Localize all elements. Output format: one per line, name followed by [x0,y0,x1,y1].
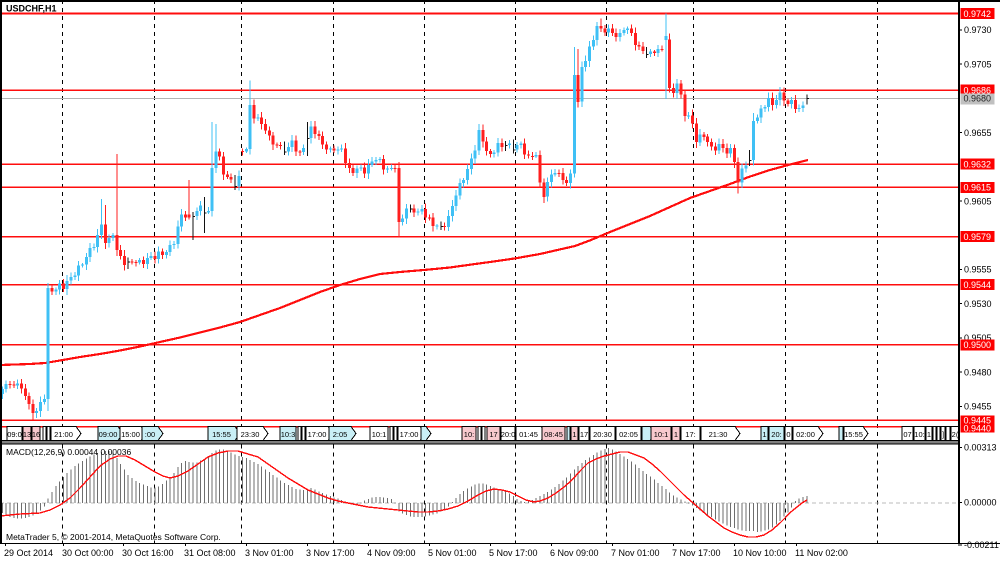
svg-text:10:: 10: [914,430,924,439]
svg-text:13: 13 [23,430,31,439]
svg-text:-0.00211: -0.00211 [964,540,999,550]
svg-text:17: 17 [580,430,588,439]
svg-text:0.9579: 0.9579 [964,232,992,242]
svg-text:17: 17 [489,430,497,439]
svg-text:0.9632: 0.9632 [964,159,992,169]
svg-text:20:: 20: [771,430,781,439]
svg-text:5 Nov 01:00: 5 Nov 01:00 [428,548,477,558]
svg-text:10:: 10: [464,430,474,439]
svg-text:0.00313: 0.00313 [964,443,997,453]
svg-text:0.9686: 0.9686 [964,86,992,96]
svg-text:02:00: 02:00 [796,430,815,439]
svg-text:31 Oct 08:00: 31 Oct 08:00 [184,548,236,558]
svg-text:17:00: 17:00 [308,430,327,439]
svg-text:3 Nov 17:00: 3 Nov 17:00 [306,548,355,558]
svg-text:1: 1 [674,430,678,439]
svg-text:0.9705: 0.9705 [964,59,992,69]
svg-text:29 Oct 2014: 29 Oct 2014 [4,548,53,558]
svg-text:4 Nov 09:00: 4 Nov 09:00 [367,548,416,558]
svg-text:0.9605: 0.9605 [964,196,992,206]
svg-text:MetaTrader 5, © 2001-2014, Met: MetaTrader 5, © 2001-2014, MetaQuotes So… [6,532,221,542]
svg-text:0: 0 [786,430,790,439]
svg-text:30 Oct 16:00: 30 Oct 16:00 [122,548,174,558]
svg-text:17:00: 17:00 [400,430,419,439]
svg-text:11 Nov 02:00: 11 Nov 02:00 [795,548,848,558]
svg-text:0.9555: 0.9555 [964,265,992,275]
svg-text:0.9680: 0.9680 [964,94,992,104]
svg-text:0.9615: 0.9615 [964,183,992,193]
svg-text:21:00: 21:00 [54,430,73,439]
svg-text:5 Nov 17:00: 5 Nov 17:00 [489,548,538,558]
svg-text:0.9505: 0.9505 [964,333,992,343]
svg-text:09:00: 09:00 [99,430,118,439]
svg-text:0.9480: 0.9480 [964,367,992,377]
svg-text:7 Nov 17:00: 7 Nov 17:00 [672,548,721,558]
svg-text:3 Nov 01:00: 3 Nov 01:00 [245,548,294,558]
svg-text:0.9530: 0.9530 [964,299,992,309]
svg-text:30 Oct 00:00: 30 Oct 00:00 [62,548,114,558]
svg-text::00: :00 [145,430,155,439]
svg-text:1: 1 [572,430,576,439]
svg-text:21:30: 21:30 [709,430,728,439]
svg-text:02:05: 02:05 [619,430,638,439]
svg-text:0.00000: 0.00000 [964,498,997,508]
svg-text:23:30: 23:30 [241,430,260,439]
svg-text:0.9445: 0.9445 [964,416,992,426]
svg-text:0.9742: 0.9742 [964,9,992,19]
svg-text:17:: 17: [685,430,695,439]
svg-text:MACD(12,26,9) 0.00044 0.00036: MACD(12,26,9) 0.00044 0.00036 [6,447,131,457]
svg-text:0.9440: 0.9440 [964,424,992,434]
svg-text:]: ] [942,430,944,439]
svg-text:1: 1 [927,430,931,439]
svg-text:15:55: 15:55 [212,430,231,439]
svg-text:0.9544: 0.9544 [964,280,992,290]
svg-text:10:3: 10:3 [281,430,296,439]
svg-text:10 Nov 10:00: 10 Nov 10:00 [733,548,787,558]
svg-text:2(: 2( [952,430,959,439]
svg-text:09:0: 09:0 [7,430,22,439]
svg-text:0.9500: 0.9500 [964,340,992,350]
svg-text:7 Nov 01:00: 7 Nov 01:00 [611,548,660,558]
svg-text:01:45: 01:45 [519,430,538,439]
svg-text:0.9655: 0.9655 [964,128,992,138]
svg-text:USDCHF,H1: USDCHF,H1 [6,4,57,14]
svg-text:10:1: 10:1 [372,430,387,439]
svg-text:20:0: 20:0 [501,430,516,439]
svg-text:1: 1 [762,430,766,439]
svg-text:2:05: 2:05 [333,430,348,439]
svg-text:0.9455: 0.9455 [964,402,992,412]
svg-text:07: 07 [903,430,911,439]
svg-text:10:1: 10:1 [654,430,669,439]
svg-text:16: 16 [32,430,40,439]
svg-text:08:45: 08:45 [544,430,563,439]
svg-text:6 Nov 09:00: 6 Nov 09:00 [550,548,599,558]
svg-text:15:00: 15:00 [121,430,140,439]
svg-text:0.9730: 0.9730 [964,25,992,35]
svg-text:15:55: 15:55 [844,430,863,439]
svg-text:20:30: 20:30 [593,430,612,439]
